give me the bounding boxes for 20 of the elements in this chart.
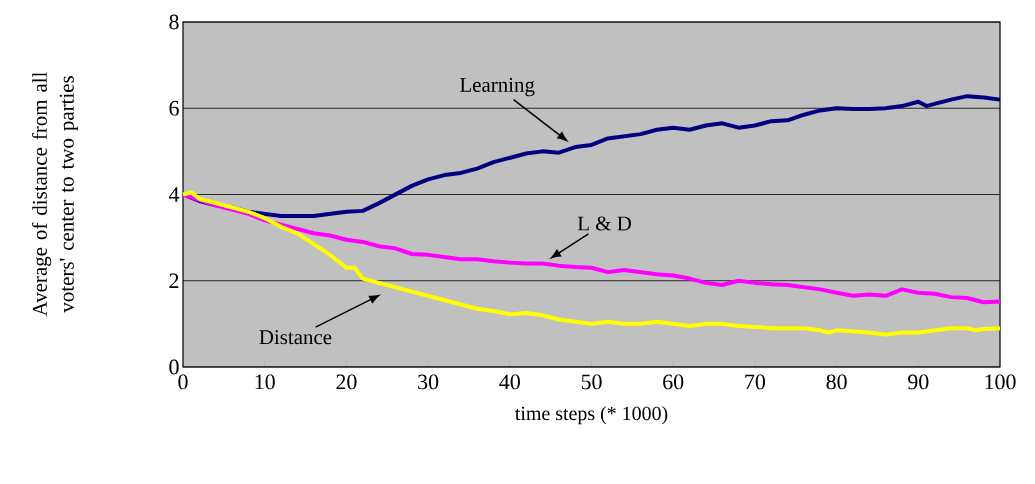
x-tick-label: 10: [255, 374, 275, 390]
text: Learning: [460, 77, 535, 97]
y-tick-label: 2: [169, 273, 179, 288]
x-tick-label: 20: [336, 374, 357, 390]
text: Distance: [259, 330, 332, 345]
y-tick-label: 0: [169, 359, 179, 375]
y-tick-label: 6: [169, 100, 179, 116]
x-tick-label: 60: [663, 374, 684, 390]
x-tick-label: 40: [499, 374, 520, 390]
y-tick-label: 8: [169, 14, 179, 30]
x-tick-label: 50: [581, 374, 602, 390]
x-tick-label: 70: [745, 374, 766, 390]
y-axis-title: Average of distance from all voters' center to two parties: [31, 72, 79, 317]
x-tick-label: 80: [826, 374, 847, 390]
x-axis-title: time steps (* 1000): [515, 406, 668, 425]
series-label: L & D: [577, 216, 631, 231]
y-tick-label: 4: [168, 187, 180, 202]
x-tick-label: 30: [418, 374, 439, 390]
x-tick-label: 90: [908, 374, 929, 390]
x-tick-label: 100: [985, 374, 1016, 390]
